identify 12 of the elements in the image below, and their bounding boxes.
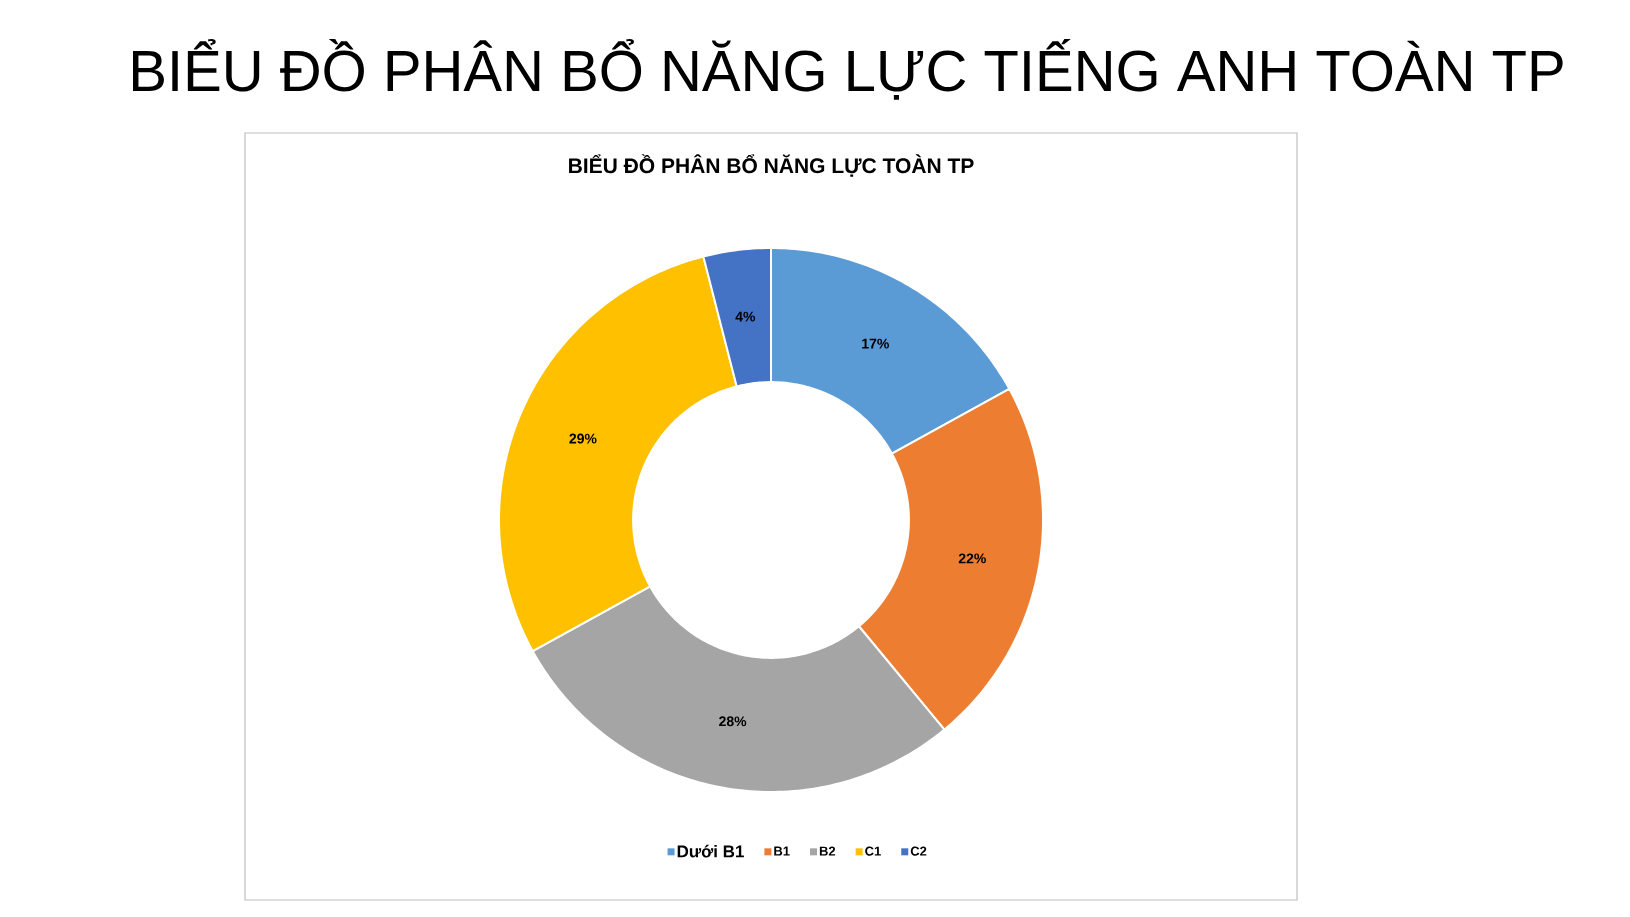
- legend-label: B1: [774, 846, 790, 856]
- legend-label: C1: [865, 846, 881, 856]
- chart-subtitle: BIỂU ĐỒ PHÂN BỔ NĂNG LỰC TOÀN TP: [569, 154, 974, 177]
- legend-label: C2: [910, 846, 927, 856]
- data-label: 22%: [958, 553, 986, 564]
- data-label: 4%: [735, 311, 756, 322]
- chart-title: BIỂU ĐỒ PHÂN BỔ NĂNG LỰC TIẾNG ANH TOÀN TP: [133, 39, 1563, 100]
- data-label: 28%: [719, 716, 747, 727]
- data-label: 29%: [569, 433, 597, 444]
- legend-label: Dưới B1: [677, 844, 744, 858]
- legend-label: B2: [819, 846, 836, 856]
- data-label: 17%: [862, 338, 889, 349]
